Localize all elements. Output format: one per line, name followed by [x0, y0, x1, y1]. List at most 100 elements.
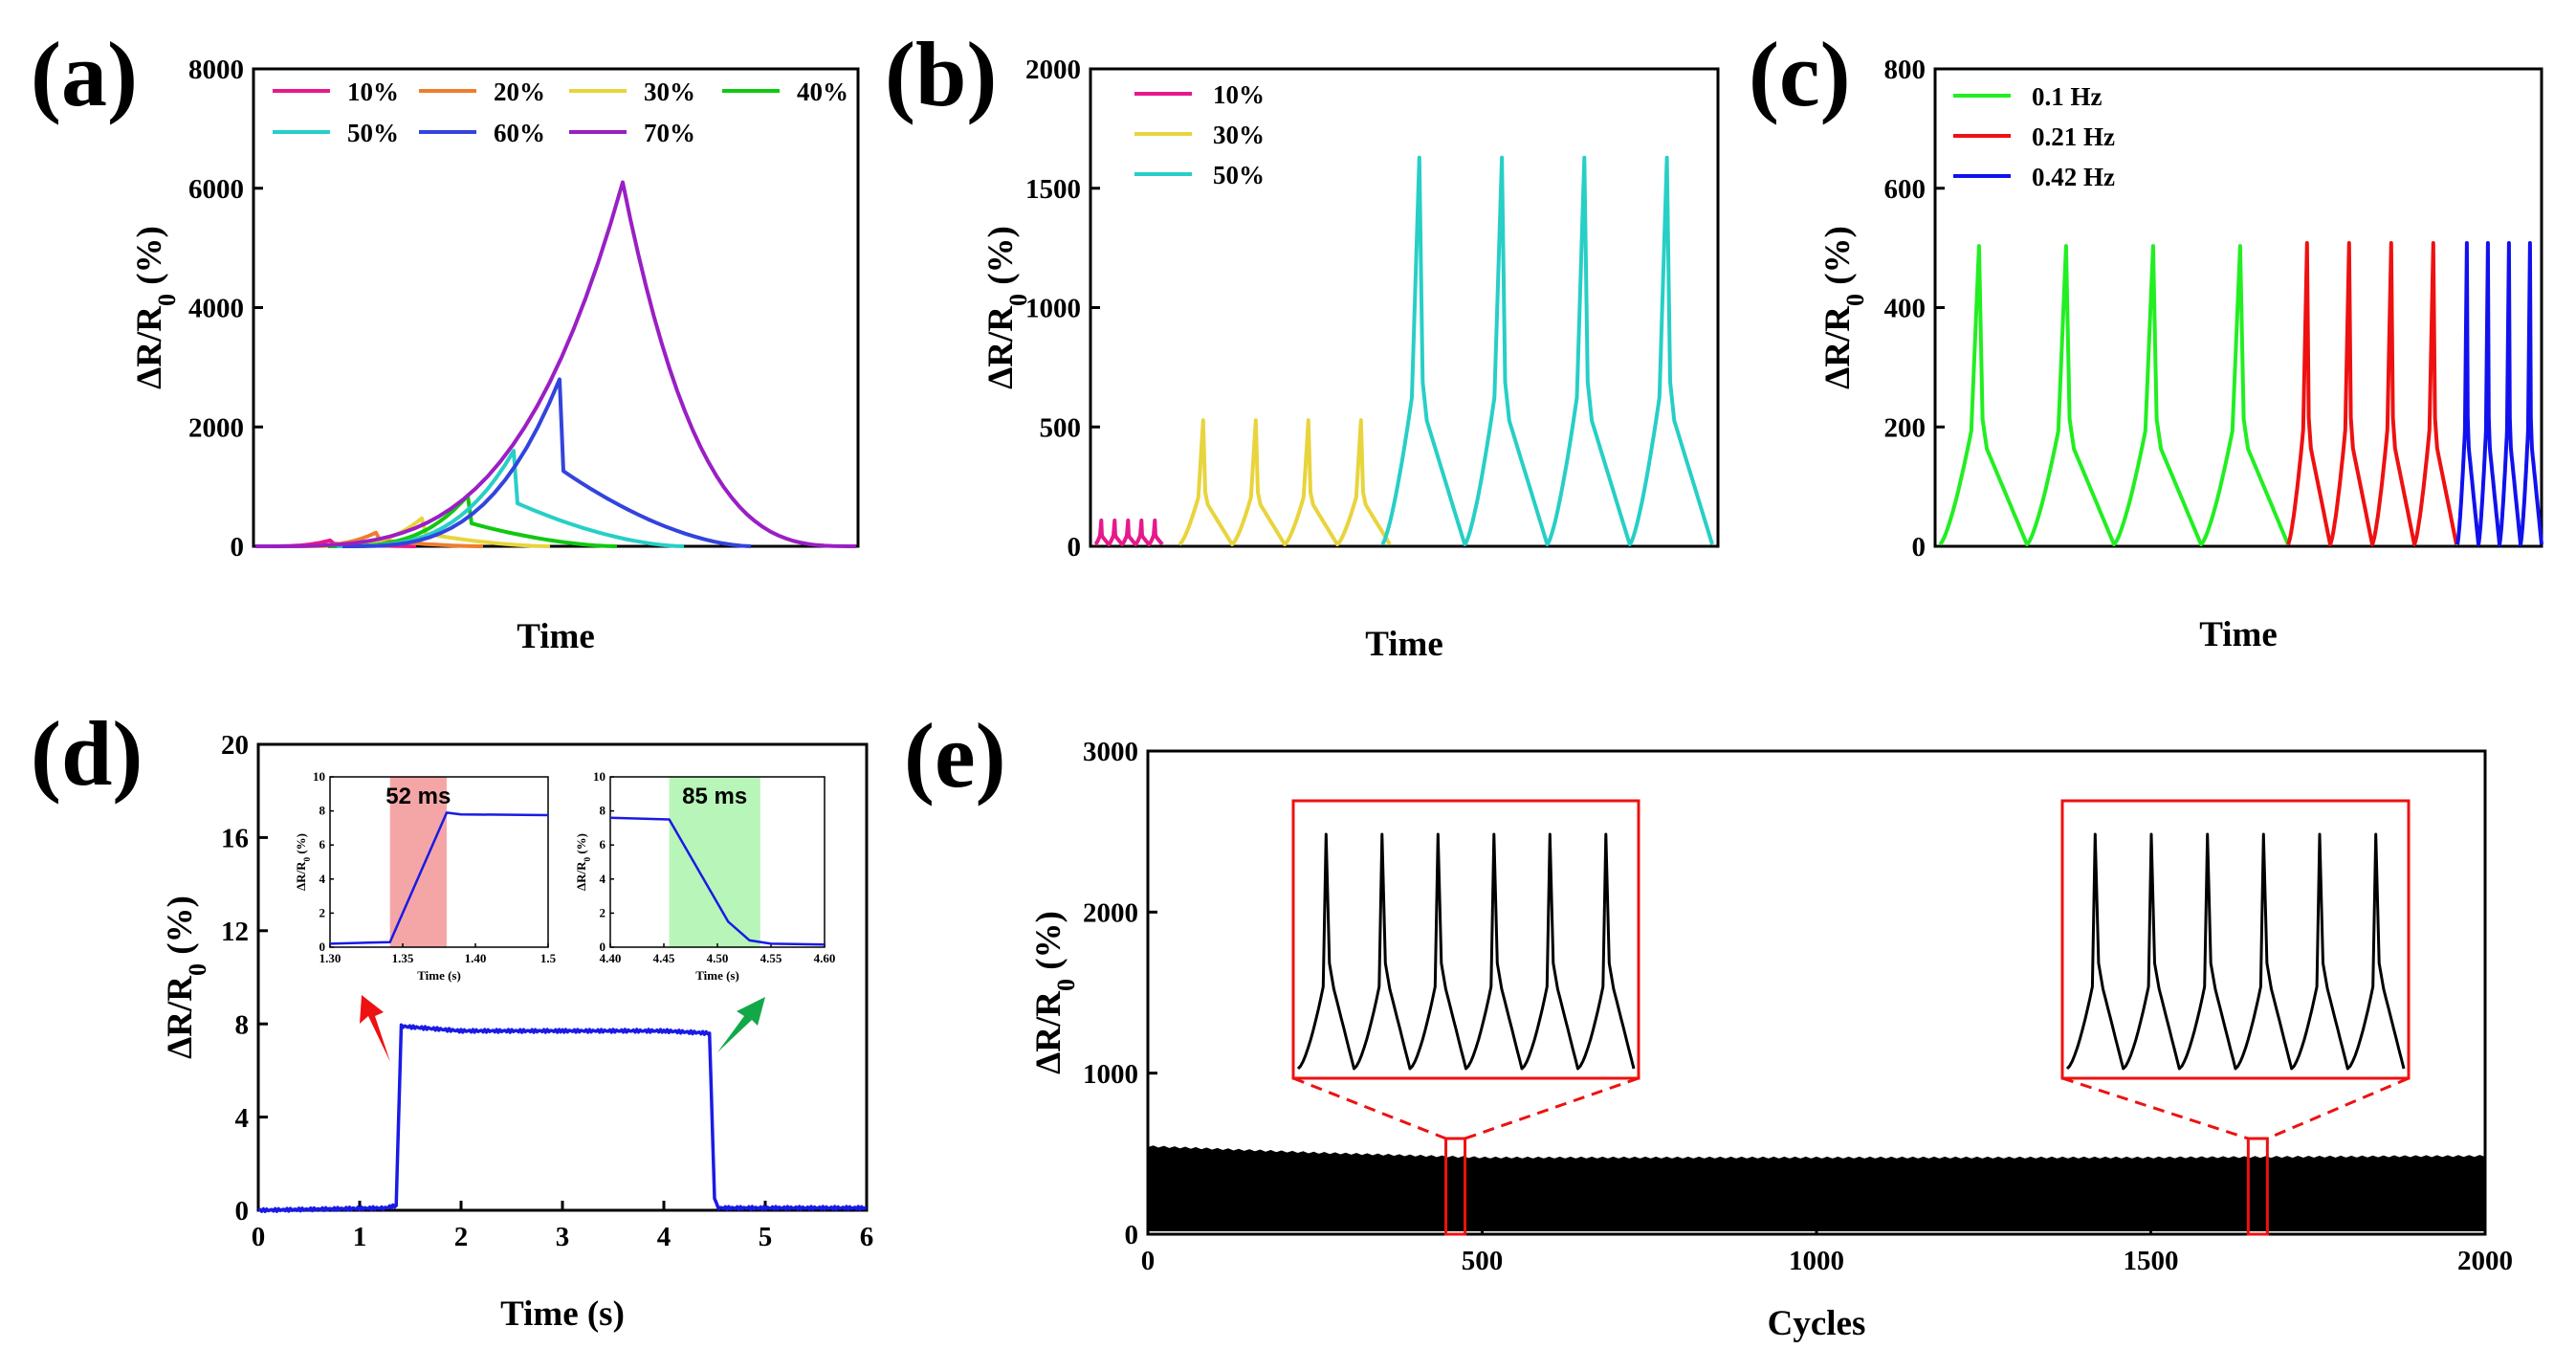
zoom-frame — [2060, 799, 2411, 1080]
x-tick-label: 1000 — [1789, 1246, 1844, 1276]
legend-label: 50% — [347, 119, 399, 147]
y-tick-label: 2000 — [1083, 897, 1138, 928]
plot-frame — [252, 67, 860, 548]
series-line — [2286, 241, 2458, 546]
inset-x-title: Time (s) — [417, 968, 461, 983]
panel-label: (c) — [1749, 23, 1851, 125]
panel-label: (a) — [31, 23, 138, 125]
panel-e: (e) 0 1000 2000 3000 0 500 1000 1500 2000 Cycles ΔR… — [904, 704, 2513, 1343]
x-tick-label: 4.60 — [814, 951, 836, 965]
x-tick-label: 1.30 — [319, 951, 341, 965]
y-tick-label: 1500 — [1025, 174, 1081, 205]
y-axis-title: ΔR/R0 (%) — [130, 226, 181, 389]
series-line — [255, 180, 856, 548]
x-tick-label: 5 — [759, 1222, 773, 1252]
y-tick-label: 8 — [235, 1009, 250, 1040]
y-tick-label: 400 — [1884, 294, 1926, 324]
legend-label: 10% — [347, 77, 399, 106]
y-tick-label: 800 — [1884, 55, 1926, 85]
red-arrow-icon — [360, 995, 390, 1062]
zoom-source-box — [1444, 1137, 1467, 1236]
y-tick-label: 4 — [235, 1103, 250, 1134]
inset-annotation: 52 ms — [385, 784, 451, 809]
series-line — [1147, 1145, 2486, 1161]
zoom-trace — [1296, 832, 1636, 1071]
y-tick-label: 6000 — [188, 174, 244, 205]
x-tick-label: 1 — [353, 1222, 367, 1252]
x-tick-label: 1500 — [2124, 1246, 2179, 1276]
series-line — [1380, 155, 1714, 546]
y-tick-label: 2 — [600, 905, 606, 919]
plot-frame — [1089, 67, 1720, 548]
y-tick-label: 6 — [600, 837, 606, 851]
panel-label: (b) — [885, 23, 997, 125]
legend-label: 40% — [797, 77, 848, 106]
y-axis-title: ΔR/R0 (%) — [1818, 226, 1869, 389]
y-tick-label: 10 — [593, 769, 605, 784]
x-tick-label: 1.5 — [540, 951, 557, 965]
series-line — [2455, 241, 2543, 546]
y-tick-label: 8 — [600, 804, 606, 818]
zoom-inset — [2060, 799, 2411, 1236]
y-tick-label: 0 — [600, 940, 606, 954]
x-axis-title: Time — [517, 617, 595, 656]
y-tick-label: 2000 — [1025, 55, 1081, 85]
x-tick-label: 2000 — [2457, 1246, 2513, 1276]
legend-label: 50% — [1213, 161, 1265, 189]
x-axis-title: Time (s) — [500, 1294, 625, 1334]
y-tick-label: 4 — [600, 872, 606, 886]
zoom-connector — [2266, 1076, 2410, 1140]
x-tick-label: 4.50 — [707, 951, 729, 965]
y-tick-label: 20 — [221, 730, 249, 761]
y-tick-label: 200 — [1884, 412, 1926, 443]
y-tick-label: 1000 — [1083, 1059, 1138, 1090]
inset-line — [609, 816, 826, 946]
legend-label: 0.42 Hz — [2032, 163, 2115, 191]
panel-b: (b) 0 500 1000 1500 2000 Time ΔR/R0 (%) 10% 30% 50… — [885, 23, 1720, 664]
x-axis-title: Time — [1365, 625, 1443, 664]
inset-x-title: Time (s) — [695, 968, 739, 983]
panel-label: (d) — [31, 702, 143, 805]
x-tick-label: 1.35 — [392, 951, 414, 965]
series-line — [1938, 244, 2290, 546]
x-tick-label: 0 — [1141, 1246, 1156, 1276]
inset-frame — [329, 776, 549, 948]
zoom-inset — [1291, 799, 1640, 1236]
y-tick-label: 12 — [221, 917, 249, 947]
legend-label: 30% — [1213, 121, 1265, 149]
inset-line — [329, 811, 549, 945]
y-axis-title: ΔR/R0 (%) — [161, 896, 211, 1059]
y-tick-label: 8 — [319, 804, 326, 818]
zoom-trace — [2065, 832, 2406, 1071]
y-tick-label: 600 — [1884, 174, 1926, 205]
inset-fall: 0 2 4 6 8 10 4.40 4.45 4.50 4.55 4.60 Time (s) ΔR/R0… — [574, 769, 835, 983]
legend-label: 30% — [644, 77, 695, 106]
y-tick-label: 0 — [231, 532, 245, 563]
y-tick-label: 4000 — [188, 294, 244, 324]
y-tick-label: 10 — [313, 769, 325, 784]
green-arrow-icon — [717, 997, 765, 1052]
plot-frame — [256, 742, 869, 1212]
series-line — [257, 1023, 868, 1214]
inset-rise: 0 2 4 6 8 10 1.30 1.35 1.40 1.5 Time (s) ΔR/R0 (%) 5… — [294, 769, 557, 983]
series-line — [1178, 418, 1392, 546]
y-tick-label: 0 — [319, 940, 326, 954]
zoom-source-box — [2246, 1137, 2269, 1236]
x-tick-label: 3 — [556, 1222, 570, 1252]
x-tick-label: 500 — [1462, 1246, 1504, 1276]
inset-annotation: 85 ms — [682, 784, 747, 809]
y-tick-label: 16 — [221, 824, 249, 854]
zoom-connector — [1292, 1076, 1447, 1140]
y-tick-label: 3000 — [1083, 737, 1138, 767]
y-tick-label: 1000 — [1025, 294, 1081, 324]
zoom-frame — [1291, 799, 1640, 1080]
zoom-connector — [2061, 1076, 2249, 1140]
x-tick-label: 6 — [860, 1222, 874, 1252]
inset-y-title: ΔR/R0 (%) — [294, 833, 312, 891]
x-axis-title: Time — [2199, 615, 2278, 654]
x-tick-label: 4.45 — [653, 951, 675, 965]
zoom-connector — [1464, 1076, 1640, 1140]
x-axis-title: Cycles — [1768, 1304, 1866, 1343]
